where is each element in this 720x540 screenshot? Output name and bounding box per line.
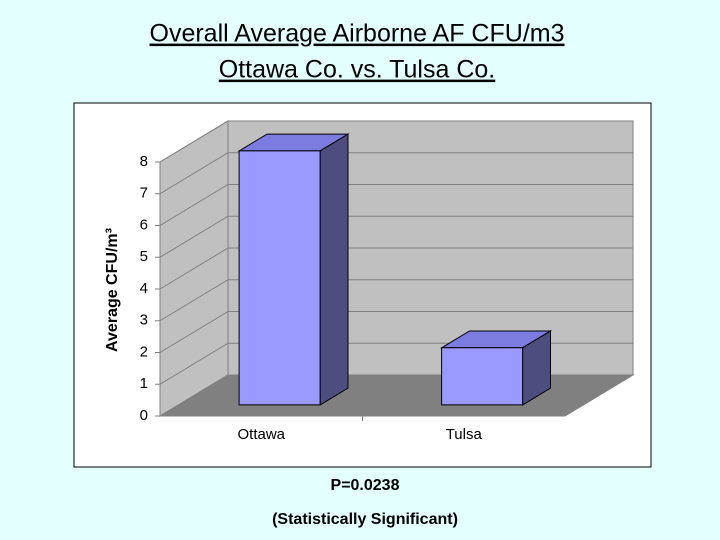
- y-tick-label: 2: [140, 343, 148, 360]
- bar: [441, 347, 524, 406]
- annotation: P=0.0238: [331, 477, 400, 494]
- x-tick-label: Ottawa: [237, 426, 285, 443]
- y-tick-label: 6: [140, 216, 148, 233]
- y-tick-label: 5: [140, 248, 148, 265]
- grid-line: [159, 279, 633, 322]
- grid-line: [159, 215, 633, 258]
- annotation: (Statistically Significant): [272, 511, 458, 528]
- y-tick-label: 7: [140, 185, 148, 202]
- grid-line: [159, 311, 633, 353]
- floor: [158, 374, 635, 417]
- grid-line: [159, 184, 633, 226]
- x-tick-label: Tulsa: [446, 426, 483, 443]
- y-tick-label: 3: [140, 312, 148, 329]
- bar: [238, 150, 321, 406]
- chart-title: Overall Average Airborne AF CFU/m3: [150, 20, 565, 48]
- chart-subtitle: Ottawa Co. vs. Tulsa Co.: [219, 56, 496, 84]
- bar-side: [319, 133, 349, 406]
- y-axis-label: Average CFU/m³: [104, 228, 121, 352]
- y-tick-label: 0: [140, 407, 148, 424]
- grid-line: [159, 120, 633, 163]
- y-tick-label: 4: [140, 280, 148, 297]
- grid-line: [159, 247, 633, 290]
- y-tick-label: 8: [140, 153, 148, 170]
- grid-line: [159, 152, 633, 195]
- y-tick-label: 1: [140, 375, 148, 392]
